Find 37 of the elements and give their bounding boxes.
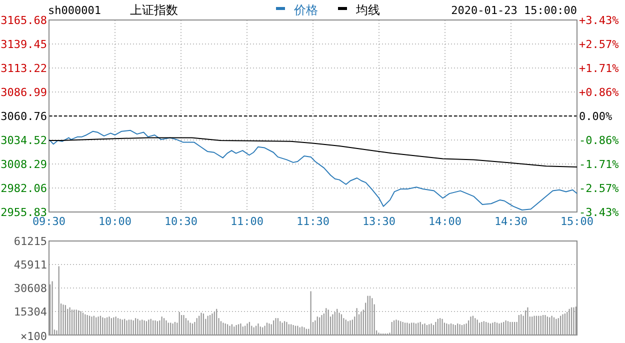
y2-tick-label: +1.71% — [579, 62, 620, 76]
y-tick-label: 61215 — [14, 235, 47, 248]
y-tick-label: 3165.68 — [0, 14, 47, 27]
y2-tick-label: -1.71% — [579, 158, 620, 171]
y-tick-label: 3034.52 — [0, 134, 47, 148]
y-tick-label: 3113.22 — [0, 62, 47, 75]
y-tick-label: 3086.99 — [0, 86, 47, 99]
y2-tick-label: 0.00% — [579, 110, 612, 123]
x-tick-label: 14:00 — [428, 215, 462, 228]
y2-tick-label: +0.86% — [579, 86, 620, 99]
text: 2020-01-23 15:00:00 — [451, 4, 577, 17]
text: sh000001 — [48, 4, 101, 17]
x-tick-label: 11:00 — [230, 215, 264, 228]
y-tick-label: 30608 — [14, 282, 47, 295]
y-tick-label: 2982.06 — [0, 182, 47, 195]
x-tick-label: 14:30 — [494, 215, 528, 228]
y2-tick-label: +2.57% — [579, 38, 620, 52]
y-tick-label: 3008.29 — [0, 158, 47, 171]
x-tick-label: 09:30 — [32, 215, 66, 228]
y-tick-label: 15304 — [14, 306, 48, 318]
y-tick-label: 45911 — [14, 258, 47, 272]
x-tick-label: 15:00 — [560, 215, 594, 228]
line-series — [48, 130, 578, 211]
y2-tick-label: -0.86% — [579, 134, 620, 148]
x-tick-label: 11:30 — [296, 215, 330, 228]
y2-tick-label: -2.57% — [579, 182, 620, 195]
y-axis-title: ×100 — [20, 330, 47, 343]
y-tick-label: 3060.76 — [0, 110, 47, 123]
x-tick-label: 10:00 — [98, 215, 132, 228]
x-tick-label: 13:30 — [362, 215, 396, 228]
x-tick-label: 10:30 — [164, 215, 198, 228]
line-series — [48, 137, 578, 168]
legend-label: 均线 — [355, 3, 380, 17]
chart-title: 上证指数 — [130, 3, 178, 17]
y-tick-label: 3139.45 — [0, 38, 47, 51]
legend-label: 价格 — [293, 3, 318, 17]
y2-tick-label: +3.43% — [579, 14, 620, 27]
